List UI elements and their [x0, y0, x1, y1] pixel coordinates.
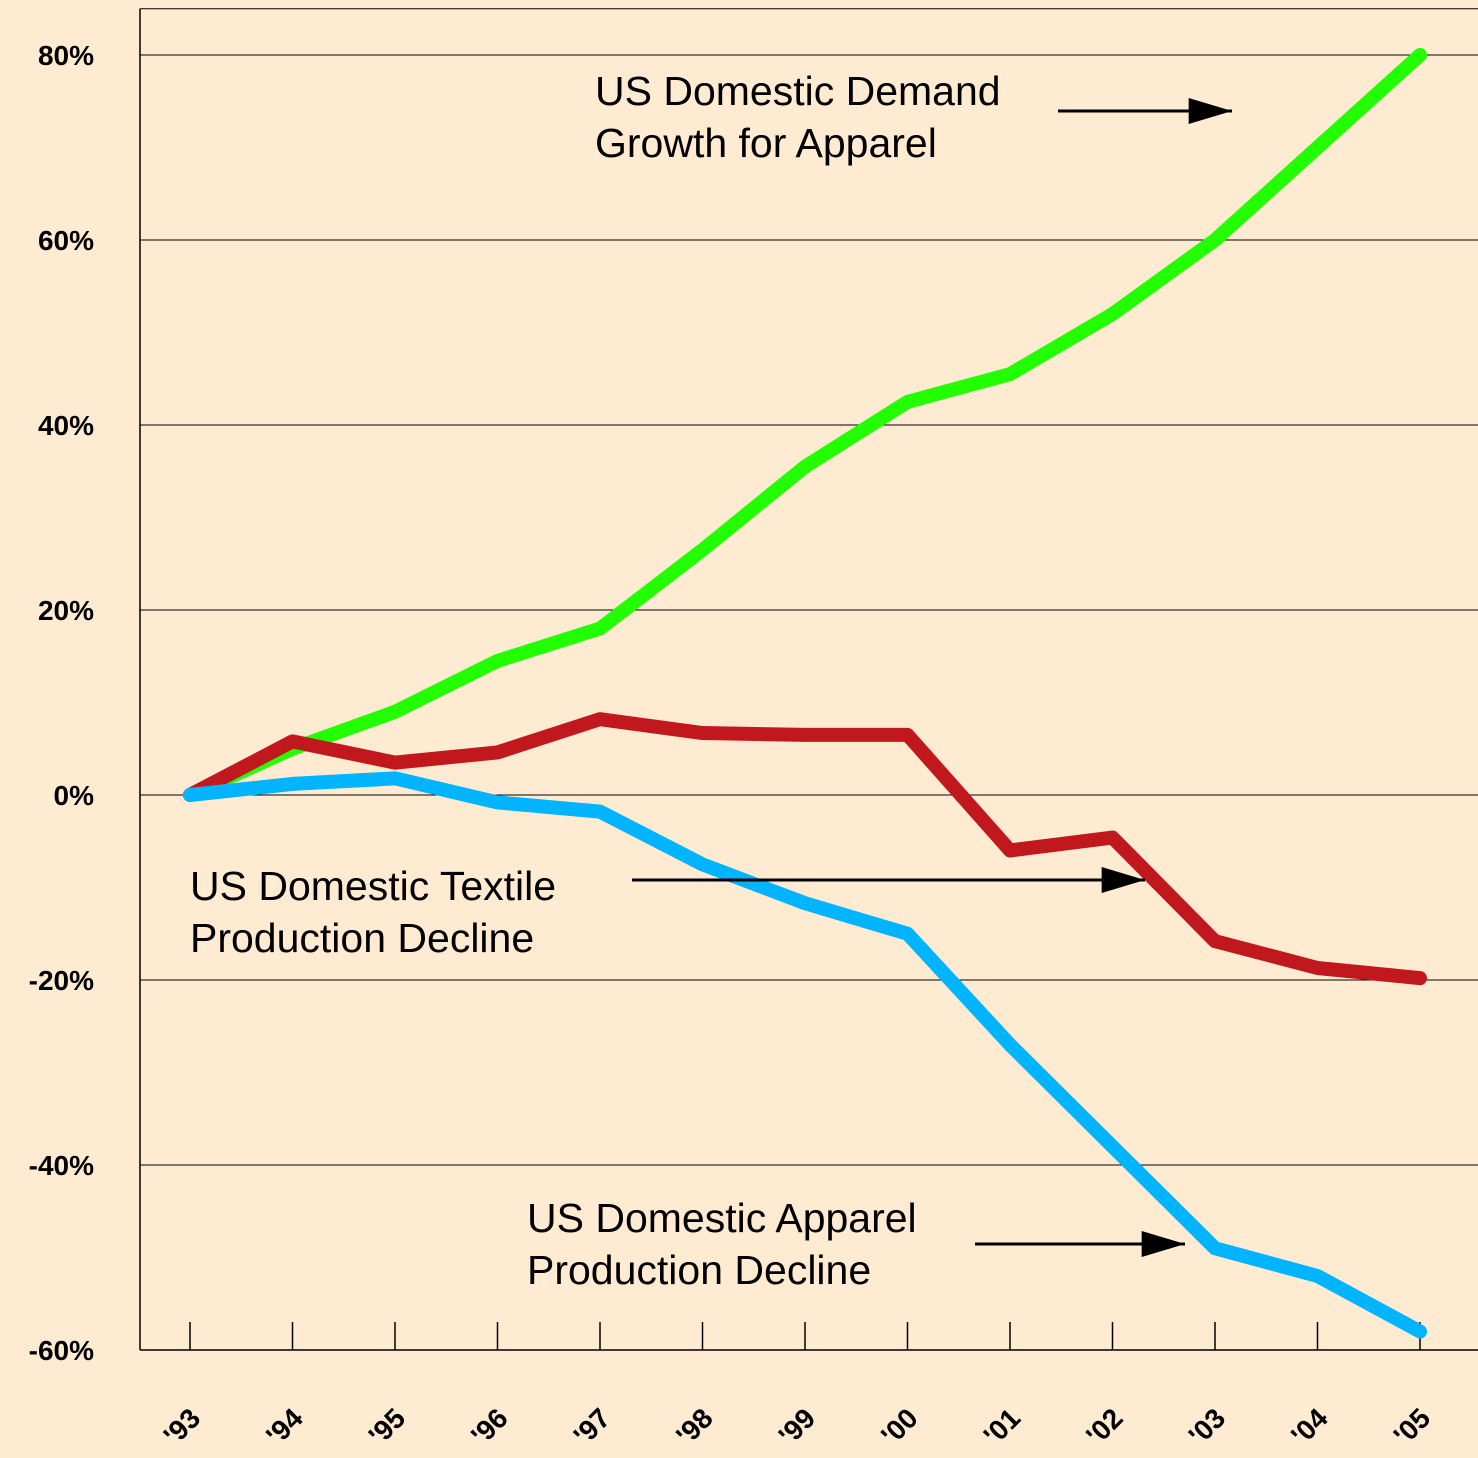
annotation-text: Production Decline	[527, 1247, 871, 1293]
annotation-text: Growth for Apparel	[595, 120, 937, 166]
x-tick-label: '05	[1388, 1402, 1437, 1451]
x-tick-label: '98	[670, 1402, 719, 1451]
annotation-text: US Domestic Demand	[595, 68, 1001, 114]
series-line	[183, 712, 1427, 986]
x-tick-label: '99	[773, 1402, 822, 1451]
annotation-text: US Domestic Textile	[190, 863, 556, 909]
x-tick-label: '97	[568, 1402, 617, 1451]
annotation-text: Production Decline	[190, 915, 534, 961]
y-tick-label: -40%	[29, 1150, 94, 1181]
x-tick-label: '95	[363, 1402, 412, 1451]
x-tick-label: '93	[158, 1402, 207, 1451]
y-tick-label: 40%	[38, 410, 94, 441]
y-tick-label: 60%	[38, 225, 94, 256]
y-tick-label: 0%	[54, 780, 95, 811]
y-tick-label: 20%	[38, 595, 94, 626]
y-tick-label: 80%	[38, 40, 94, 71]
x-tick-label: '94	[260, 1402, 309, 1451]
x-tick-label: '96	[465, 1402, 514, 1451]
x-tick-label: '04	[1285, 1402, 1334, 1451]
y-tick-label: -60%	[29, 1335, 94, 1366]
x-tick-label: '03	[1183, 1402, 1232, 1451]
series-line	[183, 48, 1427, 802]
series-line	[183, 771, 1427, 1339]
y-tick-label: -20%	[29, 965, 94, 996]
x-tick-label: '02	[1080, 1402, 1129, 1451]
x-tick-label: '00	[875, 1402, 924, 1451]
x-tick-label: '01	[978, 1402, 1027, 1451]
annotation-text: US Domestic Apparel	[527, 1195, 917, 1241]
